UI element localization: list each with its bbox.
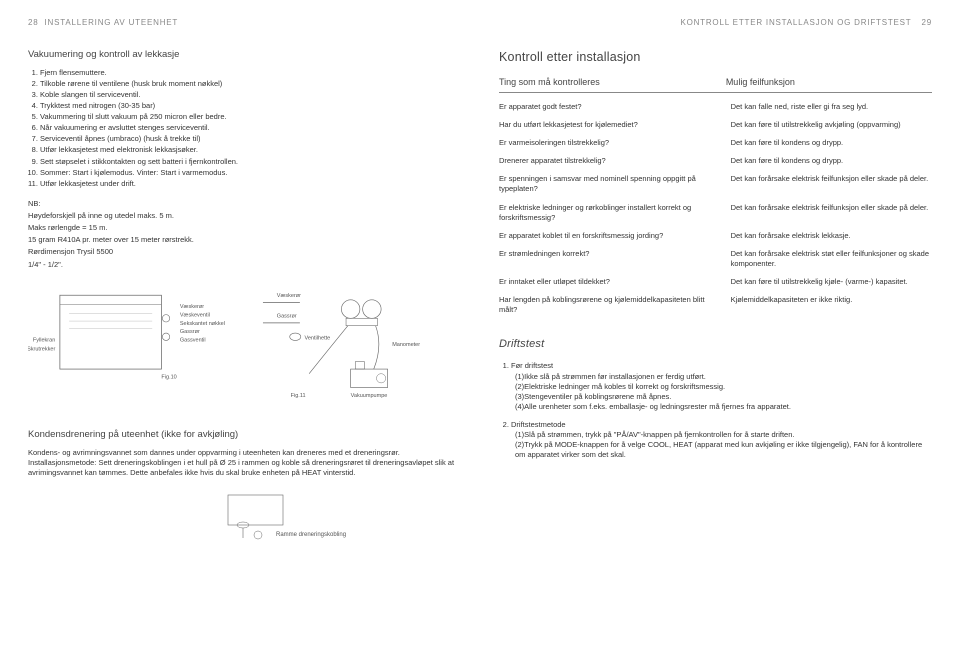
table-cell-question: Er elektriske ledninger og rørkoblinger … [499,203,731,223]
table-cell-question: Har du utført lekkasjetest for kjølemedi… [499,120,731,130]
drift-line: (2)Elektriske ledninger må kobles til ko… [515,382,932,392]
table-row: Har lengden på koblingsrørene og kjølemi… [499,292,932,320]
table-cell-question: Er strømledningen korrekt? [499,249,731,269]
table-cell-answer: Kjølemiddelkapasiteten er ikke riktig. [731,295,932,315]
table-cell-question: Er inntaket eller utløpet tildekket? [499,277,731,287]
kondens-section: Kondensdrenering på uteenhet (ikke for a… [28,429,461,543]
nb-line: Maks rørlengde = 15 m. [28,223,461,233]
table-cell-question: Har lengden på koblingsrørene og kjølemi… [499,295,731,315]
table-row: Er apparatet godt festet?Det kan falle n… [499,99,932,117]
nb-line: 15 gram R410A pr. meter over 15 meter rø… [28,235,461,245]
kontroll-table: Ting som må kontrolleres Mulig feilfunks… [499,76,932,321]
table-row: Er varmeisoleringen tilstrekkelig?Det ka… [499,135,932,153]
table-cell-question: Drenerer apparatet tilstrekkelig? [499,156,731,166]
table-cell-question: Er apparatet koblet til en forskriftsmes… [499,231,731,241]
label-gassventil: Gassventil [180,337,206,343]
nb-block: NB: Høydeforskjell på inne og utedel mak… [28,199,461,270]
step: Når vakuumering er avsluttet stenges ser… [40,123,461,133]
label-fig11: Fig.11 [291,393,306,399]
table-cell-answer: Det kan føre til utilstrekkelig avkjølin… [731,120,932,130]
table-cell-answer: Det kan forårsake elektrisk feilfunksjon… [731,203,932,223]
drift-item1-title: Før driftstest [511,361,553,370]
table-cell-answer: Det kan falle ned, riste eller gi fra se… [731,102,932,112]
drift-item2-title: Driftstestmetode [511,420,566,429]
drift-title: Driftstest [499,337,932,352]
step: Koble slangen til serviceventil. [40,90,461,100]
table-cell-answer: Det kan føre til utilstrekkelig kjøle- (… [731,277,932,287]
right-page-header: KONTROLL ETTER INSTALLASJON OG DRIFTSTES… [499,18,932,29]
drift-item-1: Før driftstest (1)Ikke slå på strømmen f… [511,361,932,412]
drift-line: (1)Ikke slå på strømmen før installasjon… [515,372,932,382]
page-number-right: 29 [922,18,933,29]
label-vaeskeror: Væskerør [180,304,204,310]
table-row: Drenerer apparatet tilstrekkelig?Det kan… [499,153,932,171]
step: Sommer: Start i kjølemodus. Vinter: Star… [40,168,461,178]
page-number-left: 28 [28,18,39,29]
label-sekskantet: Sekskantet nøkkel [180,321,225,327]
step: Utfør lekkasjetest under drift. [40,179,461,189]
nb-line: Høydeforskjell på inne og utedel maks. 5… [28,211,461,221]
drift-line: (3)Stengeventiler på koblingsrørene må å… [515,392,932,402]
step: Fjern flensemuttere. [40,68,461,78]
label-vakuumpumpe: Vakuumpumpe [351,393,388,399]
kondens-body: Kondens- og avrimningsvannet som dannes … [28,448,461,478]
table-cell-question: Er spenningen i samsvar med nominell spe… [499,174,731,194]
vakuum-title: Vakuumering og kontroll av lekkasje [28,49,461,62]
table-cell-answer: Det kan føre til kondens og drypp. [731,138,932,148]
nb-label: NB: [28,199,461,209]
table-row: Er apparatet koblet til en forskriftsmes… [499,228,932,246]
table-cell-answer: Det kan forårsake elektrisk lekkasje. [731,231,932,241]
drift-item-2: Driftstestmetode (1)Slå på strømmen, try… [511,420,932,461]
drain-diagram: Ramme dreneringskobling [28,490,468,540]
step: Trykktest med nitrogen (30-35 bar) [40,101,461,111]
table-row: Er spenningen i samsvar med nominell spe… [499,171,932,199]
drift-section: Driftstest Før driftstest (1)Ikke slå på… [499,337,932,461]
table-cell-question: Er apparatet godt festet? [499,102,731,112]
table-cell-answer: Det kan forårsake elektrisk feilfunksjon… [731,174,932,194]
label-fig10: Fig.10 [161,374,176,380]
table-col2-header: Mulig feilfunksjon [726,76,932,88]
drift-line: (2)Trykk på MODE-knappen for å velge COO… [515,440,932,460]
vakuum-steps: Fjern flensemuttere. Tilkoble rørene til… [28,68,461,189]
nb-line: 1/4" - 1/2". [28,260,461,270]
nb-line: Rørdimensjon Trysil 5500 [28,247,461,257]
label-ramme: Ramme dreneringskobling [276,532,346,538]
table-col1-header: Ting som må kontrolleres [499,76,726,88]
left-header-title: INSTALLERING AV UTEENHET [45,18,462,29]
step: Vakummering til slutt vakuum på 250 micr… [40,112,461,122]
table-cell-answer: Det kan føre til kondens og drypp. [731,156,932,166]
table-row: Er inntaket eller utløpet tildekket?Det … [499,274,932,292]
kontroll-title: Kontroll etter installasjon [499,49,932,66]
label-ventilhette: Ventilhette [305,335,331,341]
label-manometer: Manometer [392,342,420,348]
table-row: Er strømledningen korrekt?Det kan forårs… [499,246,932,274]
drift-line: (4)Alle urenheter som f.eks. emballasje-… [515,402,932,412]
table-cell-answer: Det kan forårsake elektrisk støt eller f… [731,249,932,269]
label-gassror2: Gassrør [277,313,297,319]
table-cell-question: Er varmeisoleringen tilstrekkelig? [499,138,731,148]
table-row: Har du utført lekkasjetest for kjølemedi… [499,117,932,135]
step: Tilkoble rørene til ventilene (husk bruk… [40,79,461,89]
label-vaeskeror2: Væskerør [277,293,301,299]
step: Utfør lekkasjetest med elektronisk lekka… [40,145,461,155]
vacuum-diagram: Fyllekran Skrutrekker Væskerør Væskevent… [28,286,461,406]
label-gassror: Gassrør [180,329,200,335]
label-vaeskeventil: Væskeventil [180,312,210,318]
step: Sett støpselet i stikkontakten og sett b… [40,157,461,167]
drift-line: (1)Slå på strømmen, trykk på "PÅ/AV"-kna… [515,430,932,440]
table-row: Er elektriske ledninger og rørkoblinger … [499,200,932,228]
step: Serviceventil åpnes (umbraco) (husk å tr… [40,134,461,144]
label-fyllekran: Fyllekran [33,337,55,343]
right-header-title: KONTROLL ETTER INSTALLASJON OG DRIFTSTES… [680,18,911,29]
left-page-header: 28 INSTALLERING AV UTEENHET [28,18,461,29]
label-skrutrekker: Skrutrekker [28,346,55,352]
kondens-title: Kondensdrenering på uteenhet (ikke for a… [28,429,461,442]
